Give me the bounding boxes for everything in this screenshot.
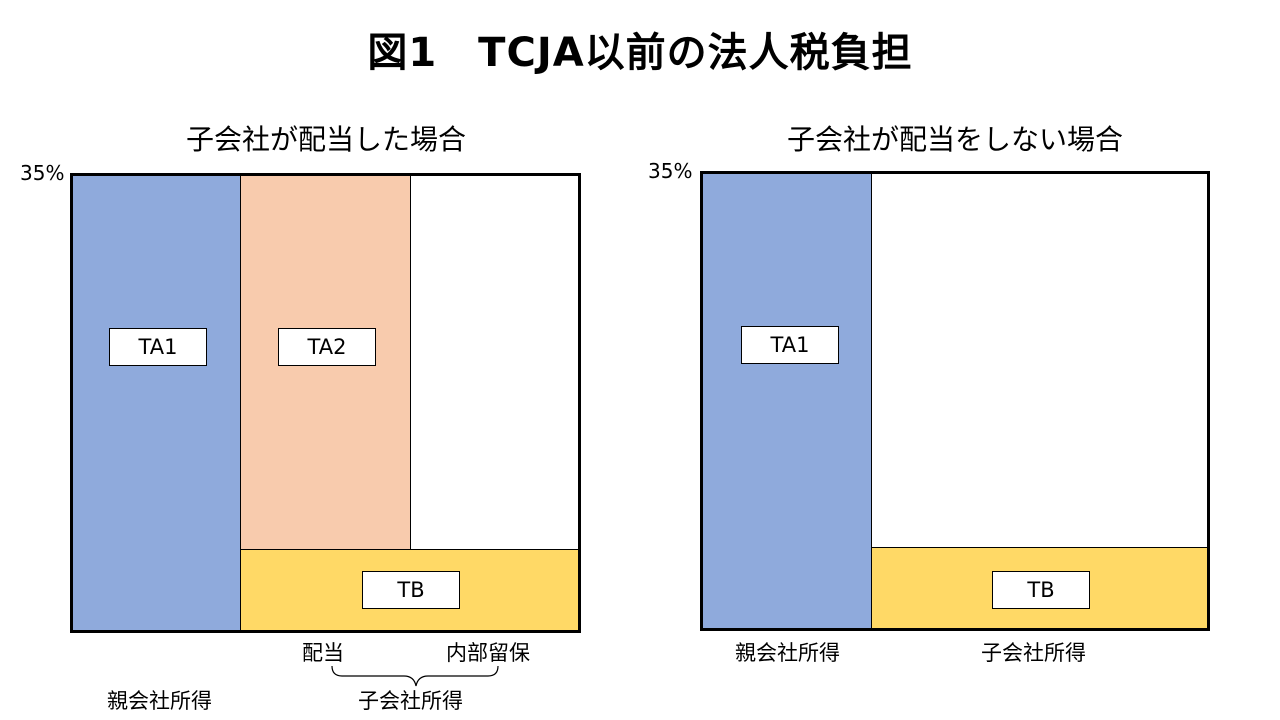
right-subsidiary-income-label: 子会社所得 (981, 641, 1086, 665)
left-parent-income-label: 親会社所得 (107, 689, 212, 713)
right-parent-tax-block (703, 174, 872, 628)
left-parent-tax-block (73, 176, 241, 630)
left-subsidiary-brace (331, 665, 499, 687)
left-subsidiary-income-label: 子会社所得 (358, 689, 463, 713)
left-ta2-label: TA2 (278, 328, 376, 366)
right-panel-title: 子会社が配当をしない場合 (786, 123, 1123, 156)
left-y-max-label: 35% (20, 161, 65, 185)
right-y-max-label: 35% (648, 159, 693, 183)
left-retained-label: 内部留保 (446, 641, 530, 665)
left-panel-title: 子会社が配当した場合 (185, 123, 466, 156)
right-chart-frame: TA1 TB (700, 171, 1210, 631)
left-dividend-label: 配当 (302, 641, 344, 665)
left-chart-frame: TA1 TA2 TB (70, 173, 581, 633)
left-ta1-label: TA1 (109, 328, 207, 366)
left-tb-label: TB (362, 571, 460, 609)
right-parent-income-label: 親会社所得 (735, 641, 840, 665)
figure-title: 図1 TCJA以前の法人税負担 (367, 30, 913, 76)
right-ta1-label: TA1 (741, 326, 839, 364)
right-tb-label: TB (992, 571, 1090, 609)
